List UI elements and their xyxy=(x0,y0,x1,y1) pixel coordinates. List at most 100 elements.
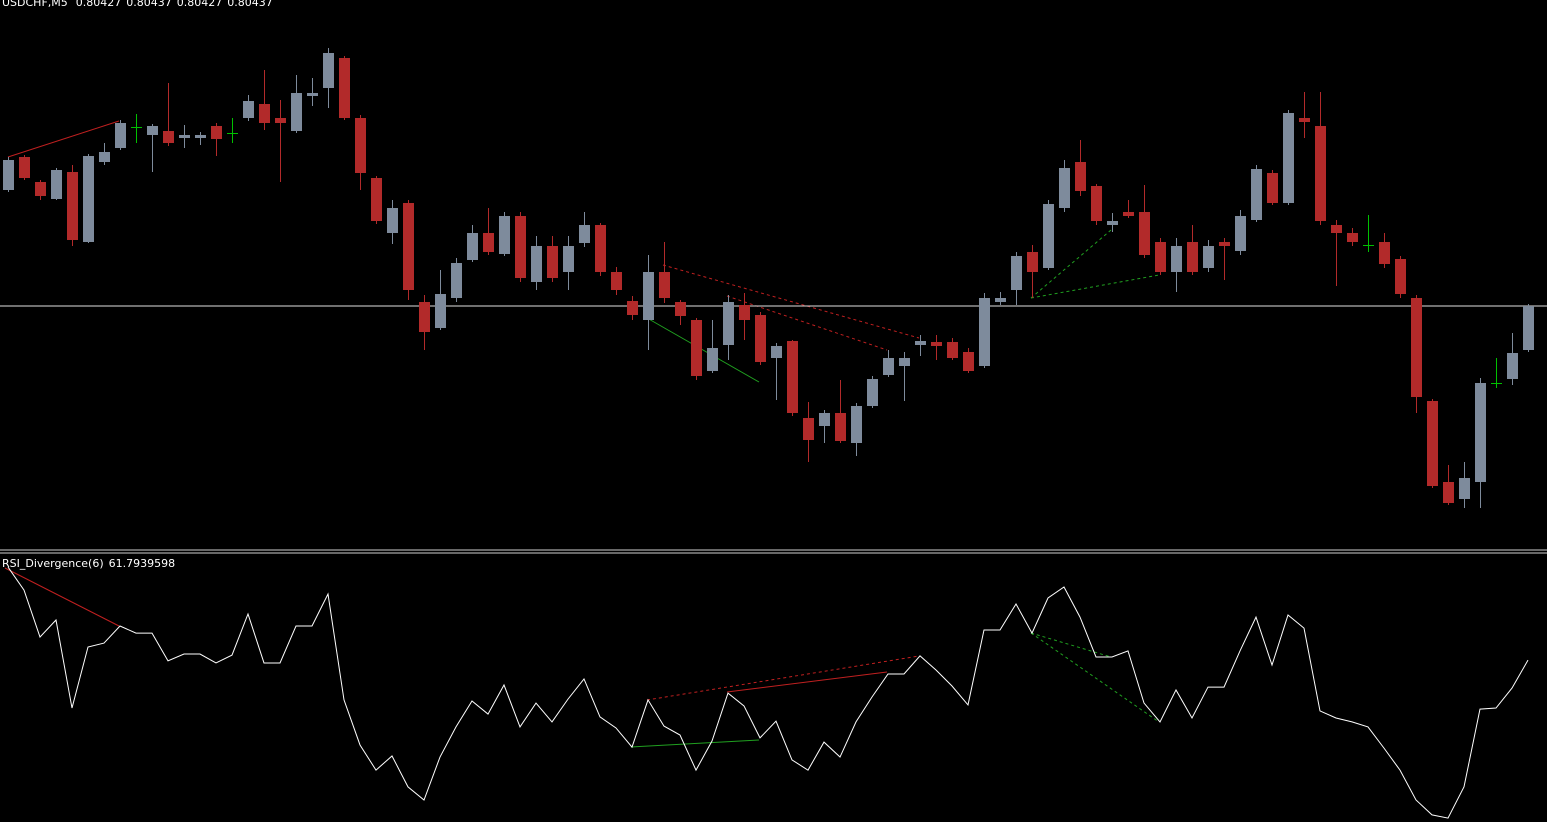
candle-body xyxy=(803,418,814,440)
candle-body xyxy=(355,118,366,173)
indicator-name: RSI_Divergence(6) xyxy=(2,557,104,570)
candle-body xyxy=(179,135,190,138)
candle-body xyxy=(723,302,734,345)
candle-body xyxy=(211,126,222,139)
candle-body xyxy=(675,302,686,316)
divergence-line xyxy=(646,655,920,701)
candle-body xyxy=(291,93,302,131)
candle-body xyxy=(371,178,382,221)
candle-body xyxy=(1443,482,1454,503)
candle-body xyxy=(915,341,926,345)
candle-body xyxy=(835,413,846,441)
header-open: 0.80427 xyxy=(76,0,122,9)
candle-body xyxy=(771,346,782,358)
candle-body xyxy=(1411,298,1422,397)
candle-body xyxy=(1523,306,1534,350)
candle-body xyxy=(147,126,158,135)
candle-body xyxy=(259,104,270,123)
candle-body xyxy=(1091,186,1102,221)
divergence-line xyxy=(1030,632,1160,723)
candle-body xyxy=(867,379,878,406)
candle-body xyxy=(611,272,622,290)
candle-body xyxy=(1235,216,1246,251)
candle-body xyxy=(1155,242,1166,272)
candle-body xyxy=(1299,118,1310,122)
candle-body xyxy=(243,101,254,118)
chart-header: USDCHF,M5 0.80427 0.80437 0.80427 0.80437 xyxy=(2,0,273,9)
divergence-line xyxy=(1030,632,1112,658)
candle-body xyxy=(1395,259,1406,294)
candle-body xyxy=(195,135,206,138)
header-close: 0.80437 xyxy=(227,0,273,9)
divergence-line xyxy=(630,739,760,748)
candle-body xyxy=(851,406,862,443)
candle-body xyxy=(707,348,718,371)
candle-body xyxy=(691,320,702,376)
candle-body xyxy=(595,225,606,272)
candle-body xyxy=(499,216,510,254)
candle-body xyxy=(1427,401,1438,486)
candle-body xyxy=(19,157,30,178)
divergence-line xyxy=(4,567,120,627)
candle-body xyxy=(547,246,558,278)
candle-body xyxy=(1507,353,1518,379)
candle-body xyxy=(1075,162,1086,191)
candle-body xyxy=(579,225,590,243)
candle-body xyxy=(467,233,478,260)
candle-body xyxy=(883,358,894,375)
candle-body xyxy=(899,358,910,366)
candle-body xyxy=(131,127,142,128)
candle-body xyxy=(1347,233,1358,242)
candle-body xyxy=(1315,126,1326,221)
candle-body xyxy=(963,352,974,371)
candle-body xyxy=(163,131,174,143)
candle-body xyxy=(643,272,654,320)
candle-body xyxy=(1043,204,1054,268)
candle-body xyxy=(483,233,494,252)
candle-body xyxy=(1219,242,1230,246)
indicator-line xyxy=(7,566,1529,819)
candle-body xyxy=(339,58,350,118)
indicator-label: RSI_Divergence(6) 61.7939598 xyxy=(2,557,175,570)
candle-body xyxy=(531,246,542,282)
candle-body xyxy=(1139,212,1150,255)
candle-body xyxy=(627,301,638,315)
candle-body xyxy=(419,302,430,332)
candle-body xyxy=(1251,169,1262,220)
candle-body xyxy=(563,246,574,272)
candle-body xyxy=(659,272,670,298)
candle-body xyxy=(387,208,398,233)
candle-body xyxy=(1379,242,1390,264)
candle-body xyxy=(1459,478,1470,499)
divergence-line xyxy=(646,317,760,383)
candle-body xyxy=(99,152,110,162)
candle-body xyxy=(1267,173,1278,203)
divergence-line xyxy=(726,671,888,693)
candle-body xyxy=(83,156,94,242)
candle-body xyxy=(1011,256,1022,290)
candle-body xyxy=(1107,221,1118,225)
candle-body xyxy=(227,133,238,134)
candle-body xyxy=(1059,168,1070,208)
candle-body xyxy=(1491,383,1502,384)
candle-body xyxy=(515,216,526,278)
divergence-lines xyxy=(4,120,1160,748)
candle-body xyxy=(3,160,14,190)
candle-body xyxy=(67,172,78,240)
header-low: 0.80427 xyxy=(177,0,223,9)
candle-body xyxy=(1363,245,1374,246)
candle-body xyxy=(947,342,958,358)
divergence-line xyxy=(7,120,120,158)
candle-body xyxy=(1027,252,1038,272)
header-high: 0.80437 xyxy=(126,0,172,9)
candle-body xyxy=(1171,246,1182,272)
candle-body xyxy=(931,342,942,346)
candle-body xyxy=(403,203,414,290)
candle-body xyxy=(435,294,446,328)
indicator-value: 61.7939598 xyxy=(109,557,175,570)
divergence-line xyxy=(662,264,920,339)
divergence-line xyxy=(1030,274,1160,299)
candle-body xyxy=(1331,225,1342,233)
